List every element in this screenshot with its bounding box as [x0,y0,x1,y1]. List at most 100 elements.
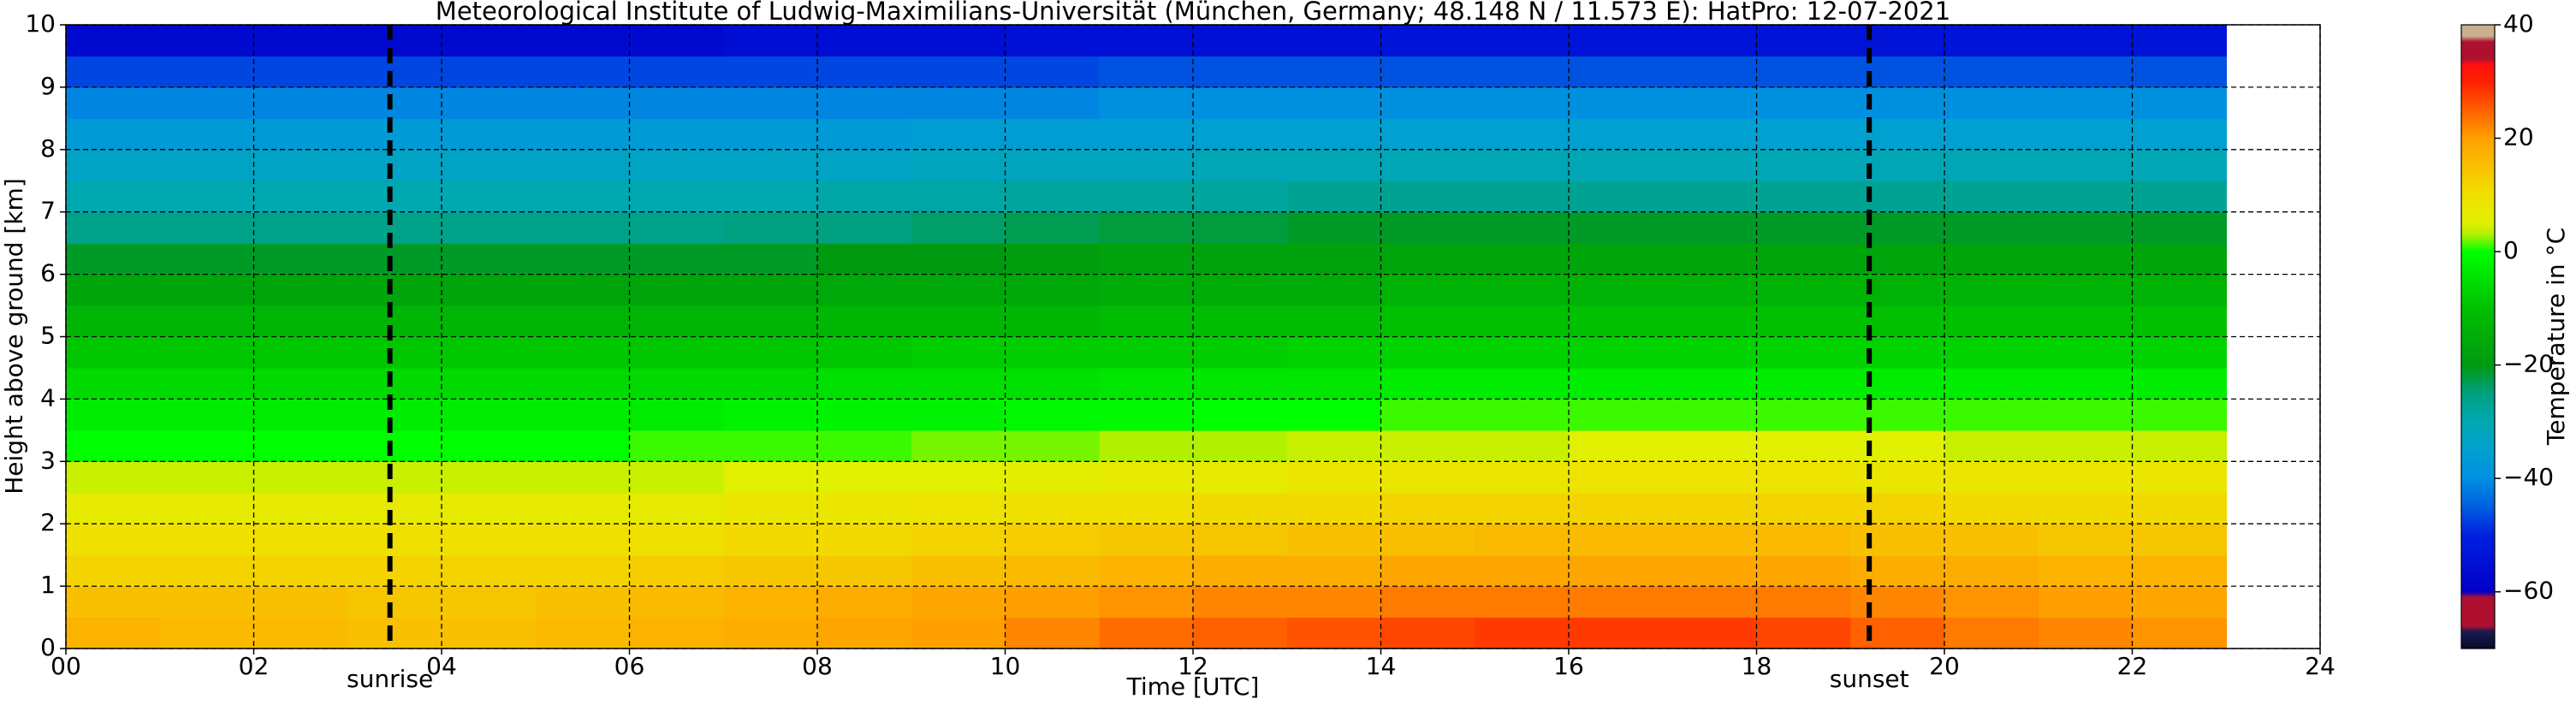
heatmap-cell [1380,367,1475,400]
heatmap-cell [629,243,724,275]
heatmap-cell [442,181,537,213]
heatmap-cell [66,554,161,587]
heatmap-cell [1662,305,1758,338]
heatmap-cell [253,181,348,213]
heatmap-cell [1005,243,1100,275]
heatmap-cell [911,617,1006,649]
heatmap-cell [2132,399,2227,431]
heatmap-cell [1569,181,1664,213]
heatmap-cell [1944,399,2039,431]
heatmap-cell [347,243,442,275]
x-tick-label: 10 [990,652,1021,680]
heatmap-cell [1286,181,1382,213]
heatmap-cell [911,554,1006,587]
heatmap-cell [535,336,631,369]
y-axis-label: Height above ground [km] [0,178,28,495]
heatmap-cell [723,461,818,494]
heatmap-cell [1286,25,1382,57]
heatmap-cell [1662,56,1758,88]
heatmap-cell [535,118,631,151]
x-tick-label: 18 [1742,652,1772,680]
heatmap-cell [1944,617,2039,649]
heatmap-cell [66,305,161,338]
heatmap-cell [2132,367,2227,400]
y-tick-label: 2 [40,508,56,536]
heatmap-cell [1662,399,1758,431]
heatmap-cell [442,149,537,181]
heatmap-cell [1662,149,1758,181]
heatmap-cell [2038,118,2134,151]
heatmap-cell [1286,118,1382,151]
heatmap-cell [1662,274,1758,306]
heatmap-cell [442,86,537,119]
heatmap-cell [817,336,912,369]
heatmap-cell [535,461,631,494]
heatmap-cell [1569,492,1664,524]
heatmap-cell [1475,399,1570,431]
heatmap-cell [911,399,1006,431]
heatmap-cell [1475,586,1570,619]
heatmap-cell [817,211,912,244]
colorbar-tick-label: −20 [2503,350,2554,378]
heatmap-cell [66,211,161,244]
heatmap-cell [253,149,348,181]
heatmap-cell [347,430,442,462]
heatmap-cell [2132,492,2227,524]
colorbar-tick-label: 40 [2503,9,2534,38]
heatmap-cell [159,211,255,244]
heatmap-cell [347,211,442,244]
heatmap-cell [1662,367,1758,400]
heatmap-cell [1756,492,1851,524]
heatmap-cell [1569,211,1664,244]
heatmap-cell [1662,243,1758,275]
heatmap-cell [1005,524,1100,556]
heatmap-cell [723,399,818,431]
heatmap-cell [629,181,724,213]
heatmap-cell [347,524,442,556]
heatmap-cell [1005,181,1100,213]
heatmap-cell [1099,56,1194,88]
heatmap-cell [253,586,348,619]
plot-frame [65,24,2321,649]
heatmap-cell [1193,430,1288,462]
heatmap-cell [1099,274,1194,306]
heatmap-cell [1756,430,1851,462]
heatmap-cell [66,430,161,462]
heatmap-cell [1099,524,1194,556]
heatmap-cell [1099,211,1194,244]
heatmap-cell [1569,149,1664,181]
heatmap-cell [1944,586,2039,619]
heatmap-cell [2132,56,2227,88]
heatmap-cell [2132,243,2227,275]
heatmap-cell [723,617,818,649]
heatmap-cell [1662,211,1758,244]
sun-label: sunrise [347,665,433,693]
heatmap-cell [911,274,1006,306]
heatmap-cell [66,617,161,649]
heatmap-cell [347,617,442,649]
heatmap-cell [1662,524,1758,556]
heatmap-cell [1380,25,1475,57]
heatmap-cell [253,554,348,587]
heatmap-cell [2038,617,2134,649]
heatmap-cell [1099,461,1194,494]
heatmap-cell [2132,86,2227,119]
heatmap-cell [1005,274,1100,306]
heatmap-cell [1850,430,1945,462]
heatmap-cell [1475,461,1570,494]
heatmap-cell [1475,181,1570,213]
heatmap-cell [911,149,1006,181]
heatmap-cell [1569,617,1664,649]
heatmap-cell [2132,524,2227,556]
heatmap-cell [253,243,348,275]
heatmap-cell [535,586,631,619]
heatmap-cell [629,336,724,369]
heatmap-cell [347,25,442,57]
heatmap-cell [442,243,537,275]
heatmap-cell [1099,118,1194,151]
heatmap-cell [1475,149,1570,181]
heatmap-cell [1099,586,1194,619]
heatmap-cell [1662,181,1758,213]
heatmap-cell [1005,430,1100,462]
heatmap-cell [442,461,537,494]
